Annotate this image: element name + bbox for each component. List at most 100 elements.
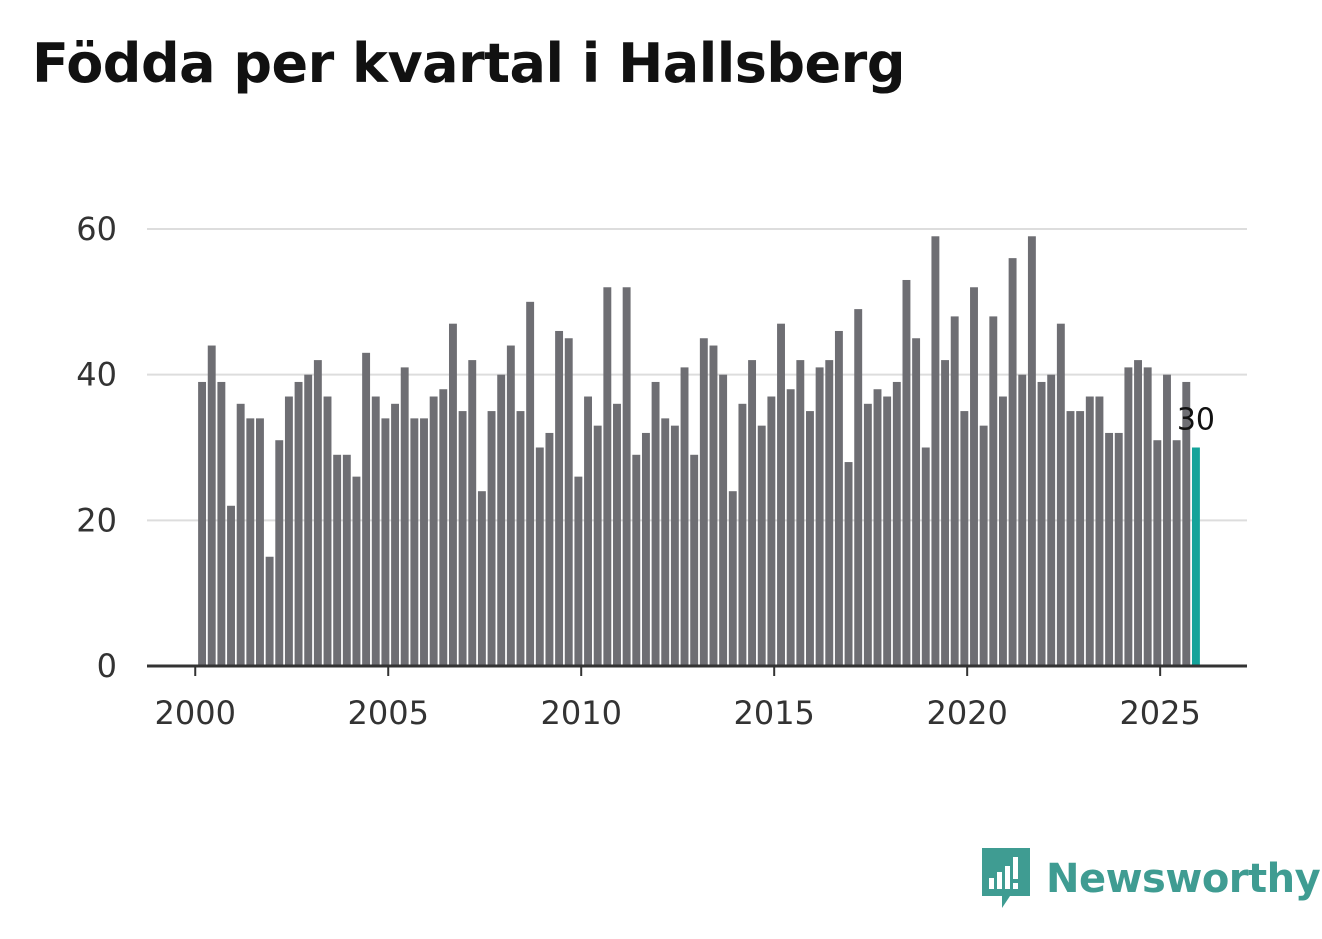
bar [516, 411, 525, 666]
bar [863, 403, 872, 666]
x-tick-label: 2025 [1119, 694, 1200, 732]
bar [950, 316, 959, 666]
bar [1037, 381, 1046, 666]
bar-chart: 2000 2005 2010 2015 2020 2025 0 20 40 60 30 [76, 210, 1247, 732]
y-tick-label: 60 [76, 210, 117, 248]
bar [1114, 432, 1123, 666]
bar [506, 345, 515, 666]
bar [825, 360, 834, 666]
x-tick-label: 2005 [348, 694, 429, 732]
bar [748, 360, 757, 666]
bar [352, 476, 361, 666]
bar [892, 381, 901, 666]
bar [622, 287, 631, 666]
bar [979, 425, 988, 666]
bar [313, 360, 322, 666]
bar [198, 381, 207, 666]
bar [670, 425, 679, 666]
bar [873, 389, 882, 666]
newsworthy-logo-icon [982, 848, 1030, 908]
y-tick-label: 20 [76, 501, 117, 539]
bar [815, 367, 824, 666]
bar [1047, 374, 1056, 666]
bar [844, 462, 853, 666]
bar [641, 432, 650, 666]
bar [1163, 374, 1171, 666]
bar [217, 381, 226, 666]
bar [342, 454, 351, 666]
last-value-label: 30 [1177, 403, 1215, 438]
bar [757, 425, 766, 666]
bar [728, 491, 737, 666]
bar [545, 432, 554, 666]
bar [603, 287, 612, 666]
bar [1066, 411, 1075, 666]
x-tick-label: 2010 [540, 694, 621, 732]
bar [535, 447, 544, 666]
bar [246, 418, 255, 666]
brand: Newsworthy [980, 848, 1321, 910]
bar [921, 447, 930, 666]
bar [786, 389, 795, 666]
bar [613, 403, 621, 666]
bar [323, 396, 332, 666]
bar [584, 396, 592, 666]
bar [1124, 367, 1133, 666]
bar [796, 360, 805, 666]
bar [1153, 440, 1162, 666]
bar [912, 338, 921, 666]
bar [1143, 367, 1152, 666]
bar [420, 418, 428, 666]
y-tick-label: 40 [76, 356, 117, 394]
bar [960, 411, 969, 666]
bar [555, 330, 564, 666]
bar [632, 454, 641, 666]
bar [256, 418, 264, 666]
chart-title: Födda per kvartal i Hallsberg [32, 32, 905, 95]
bar [989, 316, 998, 666]
bar [1172, 440, 1181, 666]
x-tick-label: 2015 [733, 694, 814, 732]
bar [294, 381, 303, 666]
y-tick-label: 0 [97, 647, 117, 685]
bar [970, 287, 978, 666]
bar [709, 345, 718, 666]
bar [1008, 258, 1017, 666]
bar [207, 345, 216, 666]
bar [304, 374, 313, 666]
bar [497, 374, 506, 666]
bar [941, 360, 950, 666]
bar [883, 396, 892, 666]
bar [487, 411, 496, 666]
bar [477, 491, 486, 666]
bar [806, 411, 814, 666]
bar [777, 323, 785, 666]
bar [719, 374, 728, 666]
bar [680, 367, 689, 666]
bar [381, 418, 390, 666]
bar [738, 403, 747, 666]
bar [998, 396, 1007, 666]
bar [1056, 323, 1065, 666]
bar-highlight [1191, 447, 1200, 666]
bar [1085, 396, 1094, 666]
bar [448, 323, 457, 666]
bar [439, 389, 448, 666]
bar [651, 381, 660, 666]
bar [468, 360, 477, 666]
bar [265, 556, 274, 666]
bar [362, 352, 371, 666]
bar [931, 236, 940, 667]
bar [1105, 432, 1114, 666]
bar [699, 338, 708, 666]
bars [198, 236, 1200, 667]
bar [429, 396, 438, 666]
bar [371, 396, 380, 666]
bar [227, 505, 235, 666]
bar [574, 476, 583, 666]
bar [275, 440, 284, 666]
bar [236, 403, 245, 666]
bar [1134, 360, 1142, 666]
x-axis-ticks: 2000 2005 2010 2015 2020 2025 [155, 666, 1201, 732]
bar [458, 411, 467, 666]
